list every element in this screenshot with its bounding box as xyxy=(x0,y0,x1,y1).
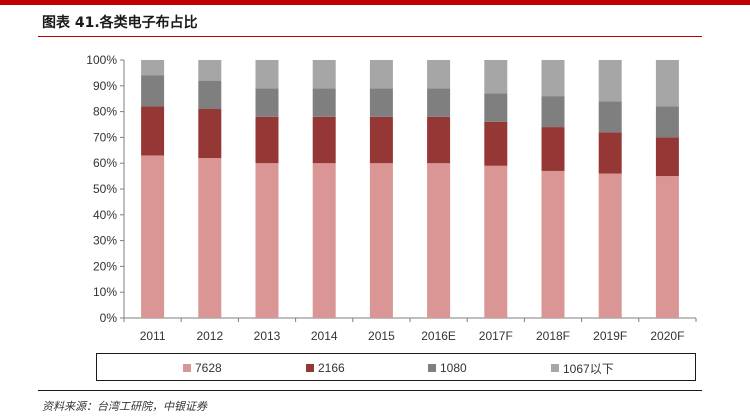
x-tick-label: 2018F xyxy=(536,329,570,343)
bar-segment-2166 xyxy=(427,116,451,164)
bar-segment-1067以下 xyxy=(198,60,222,81)
bar-segment-7628 xyxy=(655,176,679,318)
bar-segment-1080 xyxy=(255,88,279,117)
bar-segment-1067以下 xyxy=(427,60,451,89)
x-tick-label: 2019F xyxy=(593,329,627,343)
figure-title: 图表 41.各类电子布占比 xyxy=(42,15,198,31)
bar-segment-1067以下 xyxy=(369,60,393,89)
x-tick-label: 2016E xyxy=(421,329,456,343)
bar-segment-7628 xyxy=(369,163,393,318)
legend-label: 1080 xyxy=(440,361,467,375)
bar-segment-7628 xyxy=(198,158,222,318)
bar-segment-2166 xyxy=(312,116,336,164)
bar-segment-1080 xyxy=(198,80,222,110)
bar-segment-2166 xyxy=(369,116,393,164)
bar-segment-7628 xyxy=(541,170,565,318)
bar-segment-7628 xyxy=(427,163,451,318)
bar-segment-1080 xyxy=(541,96,565,128)
y-tick-label: 0% xyxy=(100,311,118,325)
legend-item: 7628 xyxy=(183,361,222,375)
legend-item: 1080 xyxy=(428,361,467,375)
legend-label: 1067以下 xyxy=(563,361,614,376)
y-tick-label: 50% xyxy=(93,182,117,196)
legend-label: 7628 xyxy=(195,361,222,375)
bar-segment-1067以下 xyxy=(655,60,679,107)
bar-segment-2166 xyxy=(141,106,165,156)
bar-segment-7628 xyxy=(255,163,279,318)
bar-segment-7628 xyxy=(598,173,622,318)
bar-segment-1067以下 xyxy=(541,60,565,97)
bar-segment-1080 xyxy=(369,88,393,117)
x-tick-label: 2011 xyxy=(140,329,166,343)
bar-segment-1080 xyxy=(141,75,165,107)
legend-swatch xyxy=(183,364,191,372)
legend-label: 2166 xyxy=(318,361,345,375)
x-tick-label: 2017F xyxy=(479,329,513,343)
legend-swatch xyxy=(428,364,436,372)
legend-item: 1067以下 xyxy=(551,361,614,376)
y-tick-label: 60% xyxy=(93,156,117,170)
bar-segment-7628 xyxy=(312,163,336,318)
chart-legend: 7628 2166 1080 1067以下 xyxy=(96,353,696,381)
y-tick-label: 30% xyxy=(93,234,117,248)
y-tick-label: 70% xyxy=(93,130,117,144)
x-tick-label: 2014 xyxy=(311,329,338,343)
x-tick-label: 2013 xyxy=(254,329,281,343)
bar-segment-2166 xyxy=(198,109,222,159)
bar-segment-7628 xyxy=(484,165,508,318)
bar-segment-1080 xyxy=(312,88,336,117)
y-tick-label: 20% xyxy=(93,259,117,273)
bar-segment-1080 xyxy=(484,93,508,122)
bar-segment-1080 xyxy=(655,106,679,138)
bar-segment-2166 xyxy=(598,132,622,174)
bar-segment-1080 xyxy=(427,88,451,117)
bar-segment-2166 xyxy=(484,121,508,166)
y-tick-label: 40% xyxy=(93,208,117,222)
x-tick-label: 2015 xyxy=(368,329,395,343)
x-tick-label: 2020F xyxy=(650,329,684,343)
bar-segment-2166 xyxy=(541,127,565,171)
legend-item: 2166 xyxy=(306,361,345,375)
y-tick-label: 10% xyxy=(93,285,117,299)
bar-segment-1067以下 xyxy=(141,60,165,76)
y-tick-label: 90% xyxy=(93,79,117,93)
bar-segment-1067以下 xyxy=(312,60,336,89)
legend-swatch xyxy=(306,364,314,372)
source-rule xyxy=(38,390,702,391)
bar-segment-2166 xyxy=(655,137,679,177)
bar-segment-1080 xyxy=(598,101,622,133)
y-tick-label: 100% xyxy=(86,53,117,67)
bar-segment-2166 xyxy=(255,116,279,164)
legend-swatch xyxy=(551,364,559,372)
y-tick-label: 80% xyxy=(93,105,117,119)
title-rule xyxy=(38,36,702,37)
source-note: 资料来源：台湾工研院，中银证券 xyxy=(42,400,207,413)
top-accent-bar xyxy=(0,0,750,5)
stacked-bar-chart: 0% 10% 20% 30% 40% 50% 60% 70% 80% 90% 100% 2011 201… xyxy=(86,53,697,343)
bar-segment-1067以下 xyxy=(484,60,508,94)
bar-segment-7628 xyxy=(141,155,165,318)
x-tick-label: 2012 xyxy=(196,329,223,343)
bar-segment-1067以下 xyxy=(255,60,279,89)
bar-segment-1067以下 xyxy=(598,60,622,102)
